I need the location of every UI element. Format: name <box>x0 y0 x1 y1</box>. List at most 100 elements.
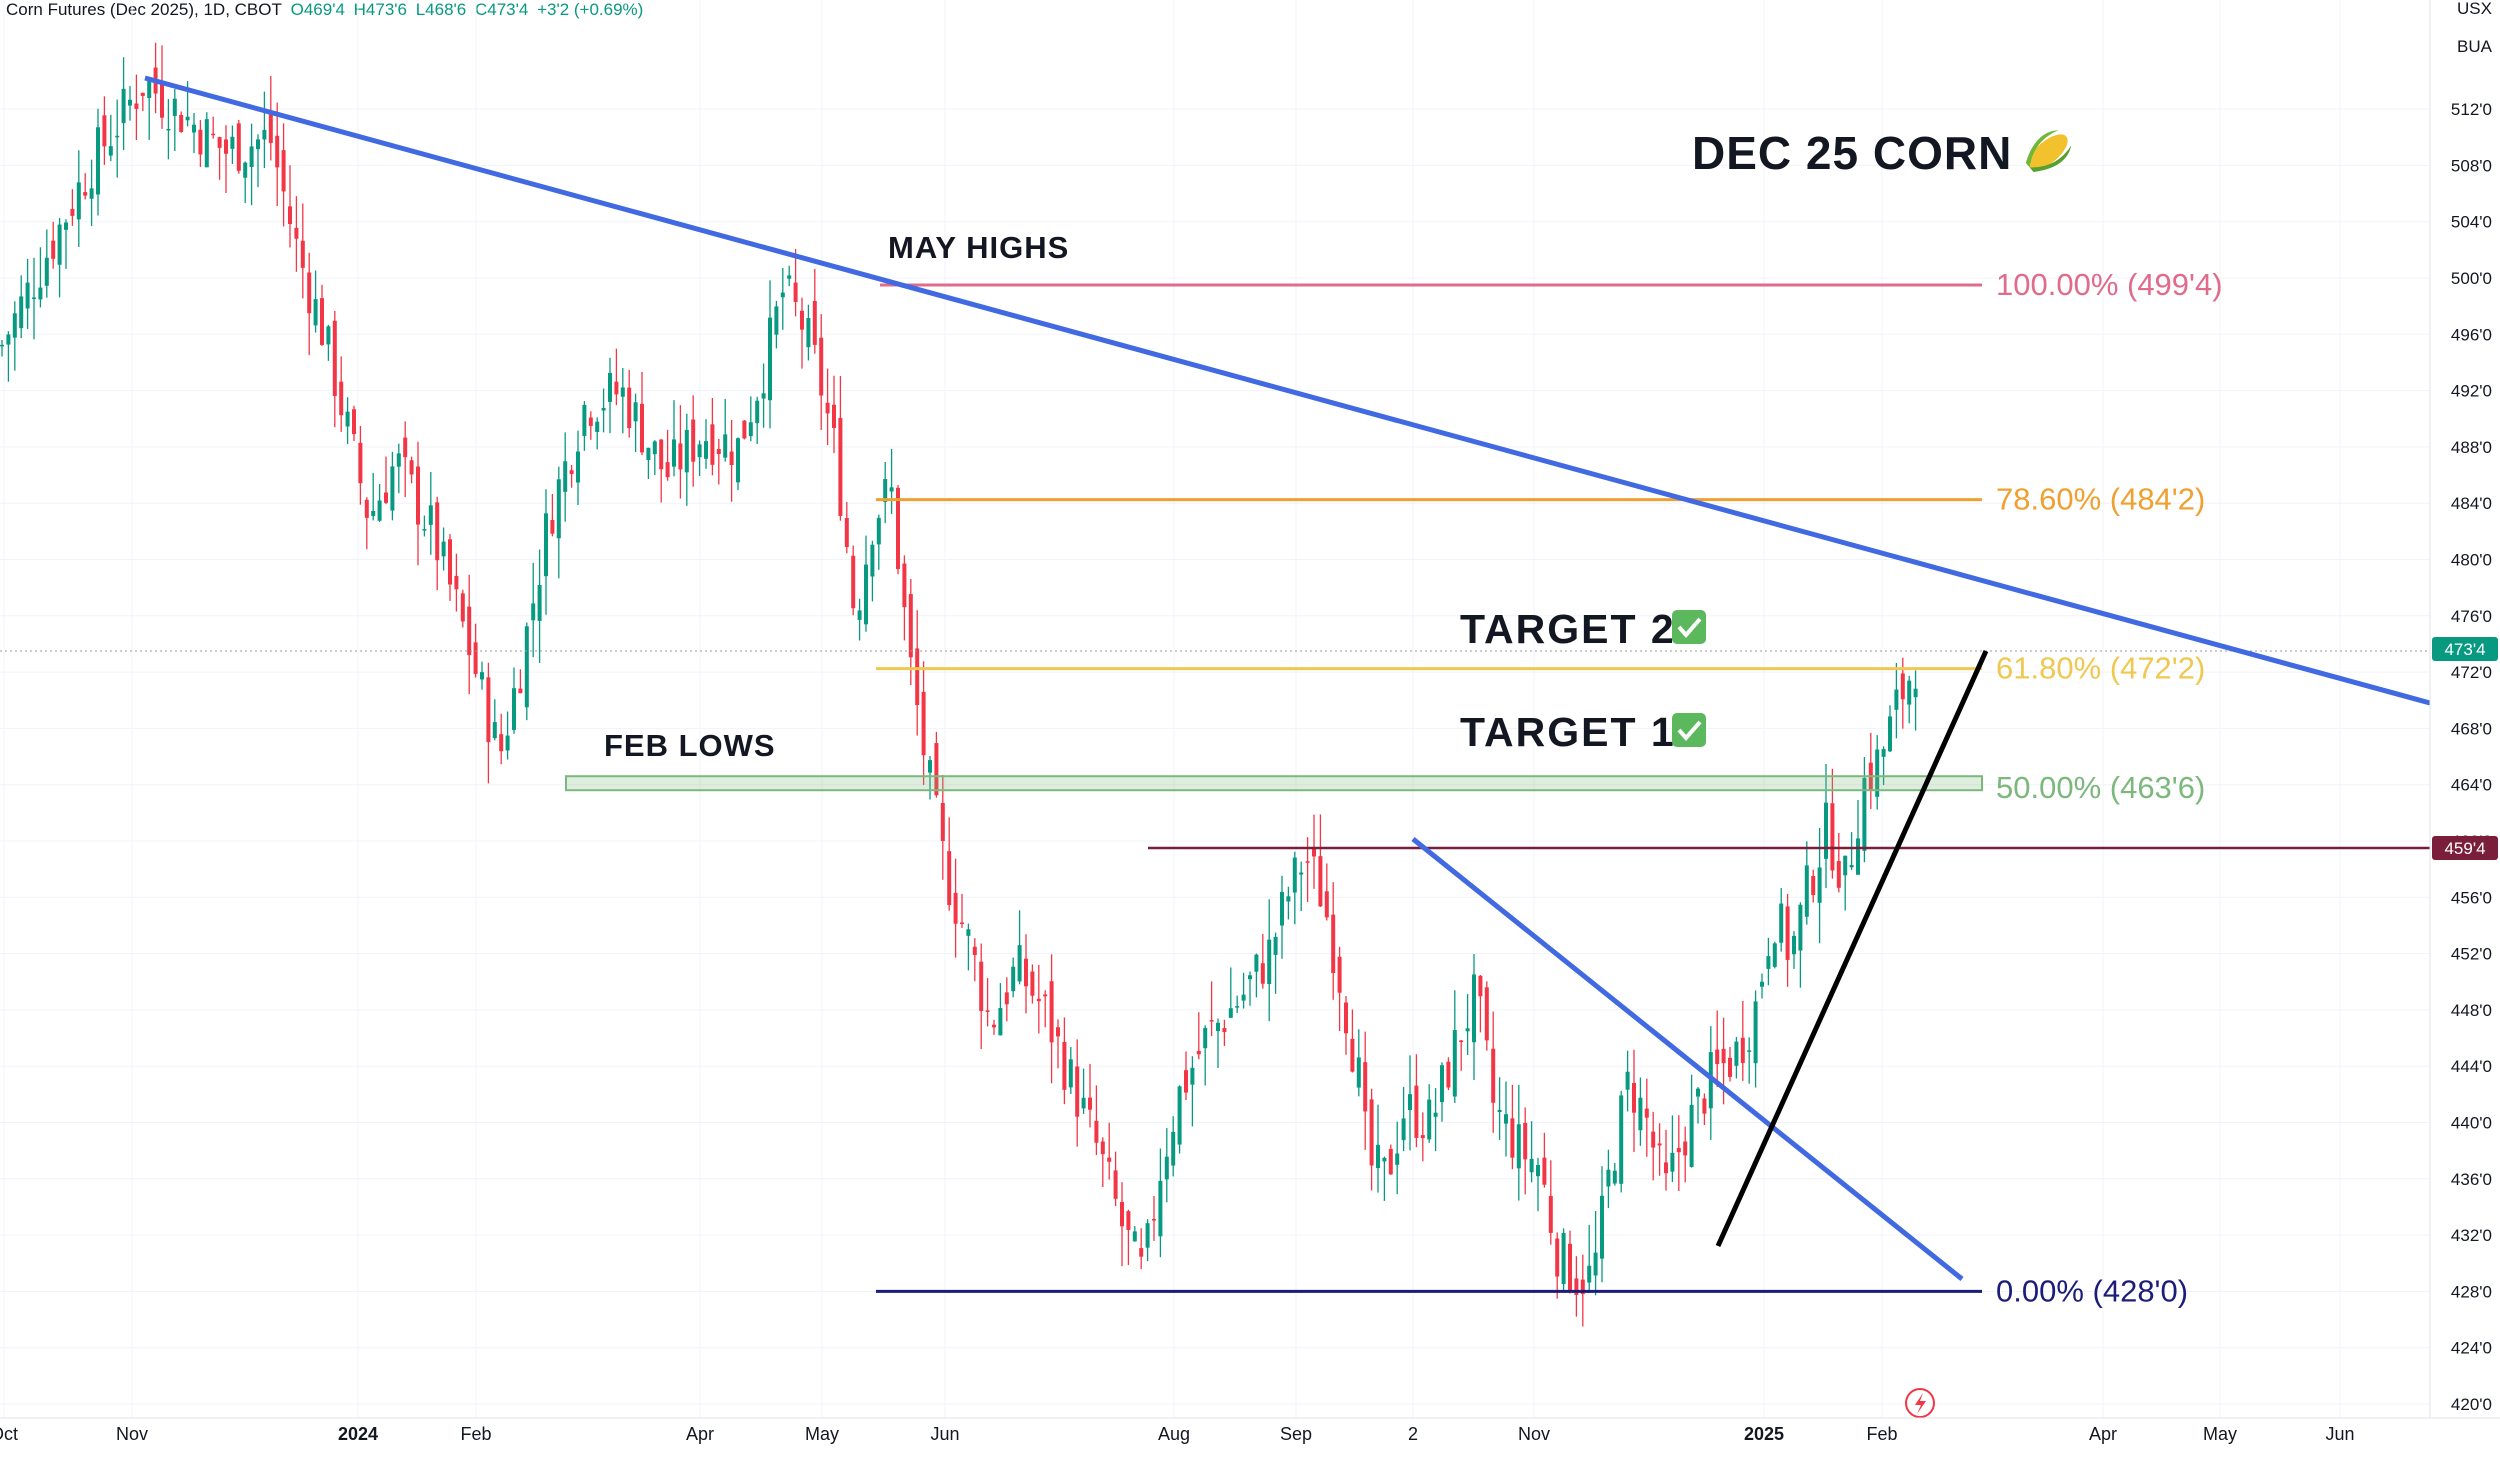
candle-body <box>1024 958 1028 987</box>
candle-body <box>384 492 388 503</box>
candle-body <box>1196 1050 1201 1055</box>
corn-leaf <box>2025 130 2059 168</box>
candle-body <box>1241 994 1246 1001</box>
candle-body <box>1164 1156 1169 1180</box>
y-tick-label: 436'0 <box>2451 1170 2492 1189</box>
candle-body <box>1331 914 1336 974</box>
candle-body <box>1369 1099 1374 1166</box>
candle-body <box>1312 848 1316 857</box>
candle-body <box>1817 867 1822 903</box>
candle-body <box>524 626 529 708</box>
candle-body <box>1004 992 1009 1005</box>
candle-body <box>1875 749 1880 797</box>
candle-body <box>659 439 664 470</box>
y-tick-label: 420'0 <box>2451 1395 2492 1414</box>
target-2-label: TARGET 2 <box>1460 606 1676 652</box>
candle-body <box>748 422 753 437</box>
candle-body <box>1484 987 1489 1041</box>
candle-body <box>1337 956 1342 993</box>
candle-body <box>1427 1099 1432 1140</box>
candle-body <box>531 603 536 621</box>
candle-body <box>492 722 497 739</box>
candle-body <box>1452 1030 1457 1097</box>
candle-body <box>1043 994 1048 997</box>
fib-level-label: 61.80% (472'2) <box>1996 651 2205 686</box>
candle-body <box>243 162 248 178</box>
candle-body <box>0 344 4 347</box>
candle-body <box>742 420 747 439</box>
candle-body <box>710 424 715 465</box>
candle-body <box>1881 749 1886 757</box>
currency-label: USX <box>2457 0 2492 18</box>
candle-body <box>1523 1122 1528 1160</box>
candle-body <box>198 129 203 155</box>
candle-body <box>1913 688 1918 698</box>
fib-level-label: 50.00% (463'6) <box>1996 770 2205 805</box>
candle-body <box>1094 1120 1099 1143</box>
candle-body <box>505 735 510 751</box>
candle-body <box>569 470 574 474</box>
candle-body <box>832 404 836 429</box>
candle-body <box>96 127 100 195</box>
candle-body <box>1900 673 1905 700</box>
candle-body <box>729 451 734 466</box>
candle-body <box>1856 838 1860 875</box>
candle-body <box>435 502 440 561</box>
candle-body <box>1612 1170 1617 1184</box>
candle-body <box>1036 998 1041 1002</box>
candle-body <box>377 500 382 521</box>
candle-body <box>1440 1065 1444 1103</box>
x-tick-label: Feb <box>460 1424 491 1444</box>
candle-body <box>313 299 318 326</box>
candle-body <box>1574 1278 1579 1295</box>
candle-body <box>1273 936 1278 955</box>
y-tick-label: 488'0 <box>2451 438 2492 457</box>
candle-body <box>294 227 299 239</box>
candle-body <box>1766 956 1771 969</box>
unit-label: BUA <box>2457 37 2493 56</box>
candle-body <box>1555 1238 1560 1277</box>
corn-icon <box>2025 130 2072 173</box>
candle-body <box>1152 1219 1156 1221</box>
x-tick-label: 2 <box>1408 1424 1418 1444</box>
annotations-layer: 100.00% (499'4) 78.60% (484'2) 61.80% (472… <box>604 127 2223 1418</box>
candle-body <box>1529 1158 1534 1173</box>
y-tick-label: 512'0 <box>2451 100 2492 119</box>
uptrend-line <box>1715 649 1989 1248</box>
candle-body <box>1785 906 1790 960</box>
candle-body <box>473 642 478 674</box>
candle-body <box>646 447 651 460</box>
candle-body <box>1587 1265 1592 1283</box>
candle-body <box>704 441 708 459</box>
candle-body <box>147 80 152 99</box>
candle-body <box>768 317 772 401</box>
candle-body <box>1830 803 1835 871</box>
candle-body <box>179 114 184 132</box>
candle-body <box>1849 865 1854 868</box>
candle-body <box>1132 1231 1137 1242</box>
candle-body <box>409 460 414 475</box>
candle-body <box>1862 777 1867 851</box>
candle-body <box>800 310 804 330</box>
candle-body <box>1171 1131 1176 1166</box>
candle-body <box>1664 1162 1668 1174</box>
candle-body <box>345 411 350 427</box>
candle-body <box>1561 1232 1566 1285</box>
candle-body <box>1888 716 1892 752</box>
y-tick-label: 428'0 <box>2451 1282 2492 1301</box>
candle-body <box>1088 1097 1092 1110</box>
candle-body <box>1299 872 1304 875</box>
candle-body <box>217 137 222 148</box>
candle-body <box>838 417 843 516</box>
candle-body <box>793 282 798 302</box>
candle-body <box>1843 855 1848 876</box>
candle-body <box>396 453 401 467</box>
candle-body <box>192 124 196 133</box>
fib-level-label: 78.60% (484'2) <box>1996 482 2205 517</box>
candle-body <box>998 1008 1003 1036</box>
candle-body <box>416 466 420 525</box>
candle-body <box>44 257 49 286</box>
candle-body <box>1536 1164 1540 1177</box>
candle-body <box>1075 1066 1080 1117</box>
